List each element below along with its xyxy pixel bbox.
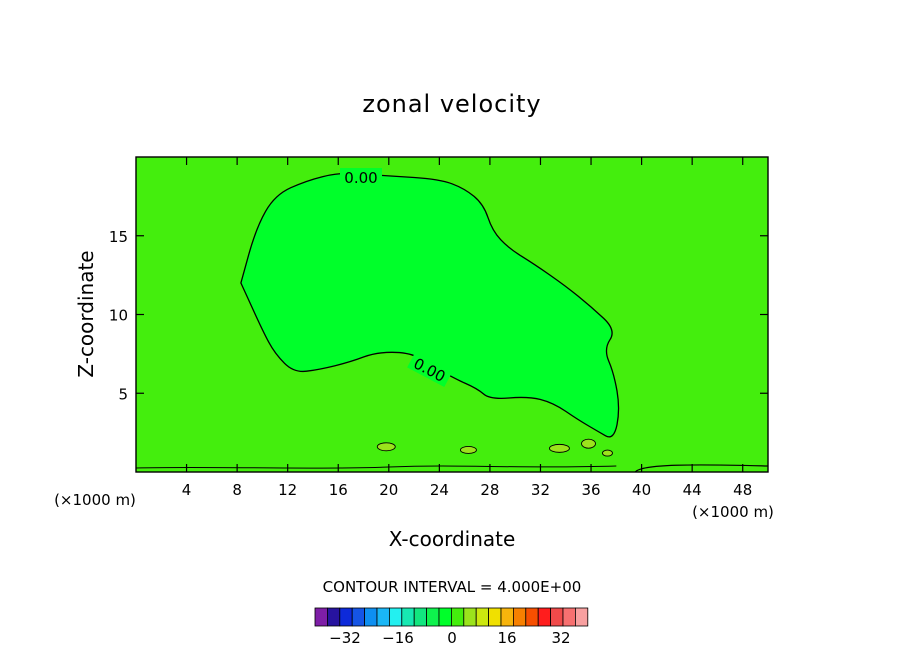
colorbar-cell xyxy=(550,607,564,627)
y-tick-label: 15 xyxy=(109,228,128,246)
colorbar-cell xyxy=(438,607,452,627)
colorbar-cell xyxy=(488,607,502,627)
bottom-small-contour xyxy=(548,443,570,453)
x-tick-label: 20 xyxy=(379,481,398,499)
colorbar-cell xyxy=(513,607,527,627)
x-tick-label: 28 xyxy=(480,481,499,499)
contour-interval-text: CONTOUR INTERVAL = 4.000E+00 xyxy=(323,578,582,596)
y-axis-ticks: 5 10 15 xyxy=(109,228,768,403)
bottom-right-contour xyxy=(634,464,769,473)
bottom-small-contour xyxy=(459,446,477,454)
contour-label-halo-top xyxy=(340,168,382,186)
colorbar-cell xyxy=(500,607,514,627)
bottom-small-contour xyxy=(376,442,396,452)
colorbar-labels: −32 −16 0 16 32 xyxy=(329,629,570,647)
contour-label-halo-lower xyxy=(407,351,453,388)
colorbar-cell xyxy=(364,607,378,627)
x-unit-left: (×1000 m) xyxy=(54,491,136,509)
colorbar-cell xyxy=(401,607,415,627)
colorbar-cell xyxy=(525,607,539,627)
colorbar-cell xyxy=(463,607,477,627)
colorbar-cell xyxy=(339,607,353,627)
bottom-small-contour xyxy=(581,438,596,449)
colorbar-cell xyxy=(426,607,440,627)
x-unit-right: (×1000 m) xyxy=(692,503,774,521)
contour-label-top: 0.00 xyxy=(344,169,377,187)
colorbar-cell xyxy=(376,607,390,627)
colorbar-cell xyxy=(475,607,490,627)
x-tick-label: 40 xyxy=(632,481,651,499)
x-tick-label: 12 xyxy=(278,481,297,499)
colorbar-cell xyxy=(537,607,552,627)
x-axis-ticks: 4 8 12 16 20 24 28 32 36 40 44 48 xyxy=(182,157,752,499)
zero-contour-region xyxy=(240,172,620,438)
colorbar-cell xyxy=(326,607,341,627)
colorbar-cell xyxy=(388,607,403,627)
x-axis-label: X-coordinate xyxy=(389,527,516,551)
y-tick-label: 10 xyxy=(109,307,128,325)
bottom-small-contour xyxy=(602,449,613,457)
colorbar-tick-label: 16 xyxy=(497,629,516,647)
colorbar-tick-label: 32 xyxy=(551,629,570,647)
x-tick-label: 4 xyxy=(182,481,192,499)
x-tick-label: 32 xyxy=(531,481,550,499)
x-tick-label: 8 xyxy=(232,481,242,499)
y-axis-label: Z-coordinate xyxy=(74,250,98,377)
colorbar-cell xyxy=(450,607,465,627)
colorbar-tick-label: −32 xyxy=(329,629,361,647)
colorbar-cell xyxy=(575,607,589,627)
colorbar-cell xyxy=(562,607,576,627)
x-tick-label: 36 xyxy=(581,481,600,499)
x-tick-label: 16 xyxy=(329,481,348,499)
colorbar-tick-label: −16 xyxy=(382,629,414,647)
colorbar-cell xyxy=(413,607,428,627)
x-tick-label: 44 xyxy=(683,481,702,499)
chart-title: zonal velocity xyxy=(362,90,541,118)
colorbar-cell xyxy=(351,607,366,627)
colorbar-tick-label: 0 xyxy=(447,629,457,647)
x-tick-label: 24 xyxy=(430,481,449,499)
colorbar xyxy=(314,607,589,627)
x-tick-label: 48 xyxy=(733,481,752,499)
colorbar-cell xyxy=(314,607,328,627)
y-tick-label: 5 xyxy=(118,385,128,403)
